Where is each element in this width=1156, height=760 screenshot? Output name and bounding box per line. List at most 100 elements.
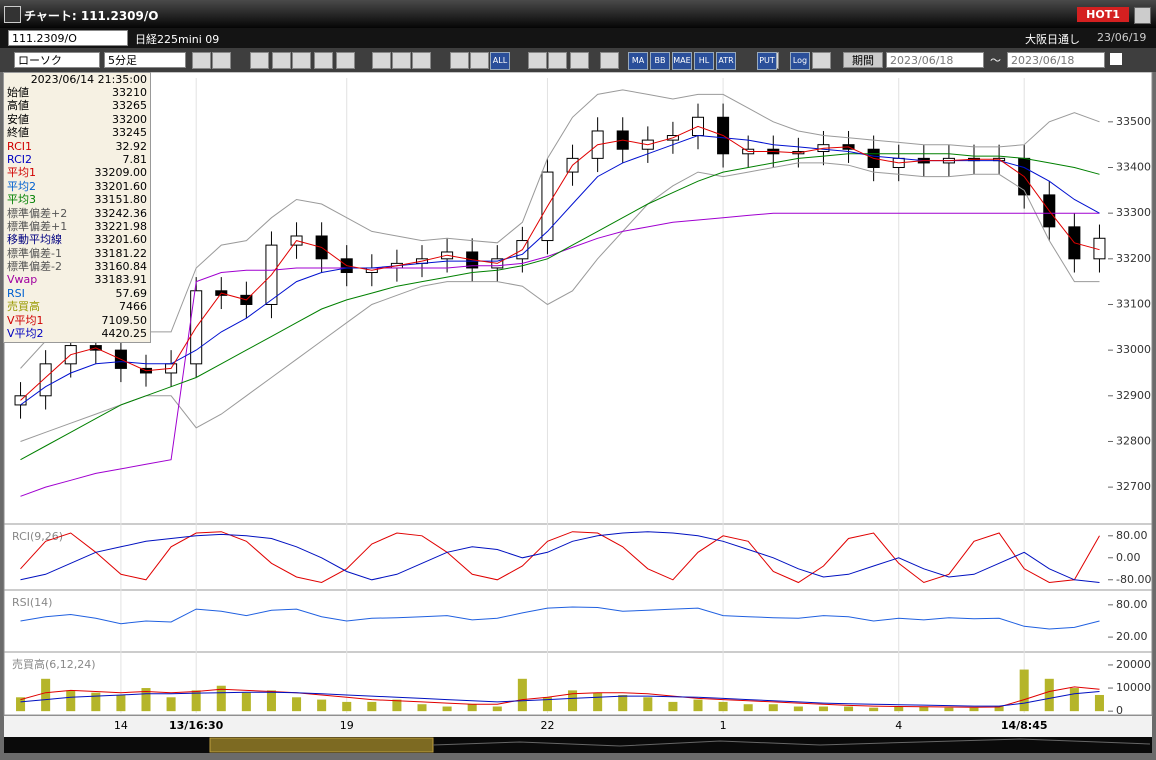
info-label: 終値 bbox=[7, 126, 29, 140]
volume-bar bbox=[768, 704, 778, 712]
symbol-name: 日経225mini 09 bbox=[135, 33, 220, 46]
tool-icon[interactable] bbox=[372, 52, 391, 69]
tool-icon[interactable] bbox=[192, 52, 211, 69]
info-row: Vwap 33183.91 bbox=[7, 273, 147, 286]
info-value: 33200 bbox=[112, 112, 147, 126]
series-line bbox=[20, 531, 1100, 584]
tool-icon[interactable]: PUT bbox=[757, 52, 777, 70]
tool-icon[interactable] bbox=[528, 52, 547, 69]
interval-select[interactable]: 5分足 bbox=[104, 52, 186, 68]
volume-bar bbox=[367, 701, 377, 712]
tool-icon[interactable] bbox=[570, 52, 589, 69]
hot-badge[interactable]: HOT1 bbox=[1077, 7, 1129, 22]
scroll-thumb[interactable] bbox=[209, 737, 434, 753]
volume-bar bbox=[517, 678, 527, 712]
info-row: V平均1 7109.50 bbox=[7, 314, 147, 327]
info-label: RSI bbox=[7, 286, 25, 300]
symbol-input[interactable]: 111.2309/O bbox=[8, 30, 128, 46]
info-row: 標準偏差-2 33160.84 bbox=[7, 260, 147, 273]
y-tick-label: 32800 bbox=[1116, 434, 1151, 447]
tool-icon[interactable]: ALL bbox=[490, 52, 510, 70]
info-value: 7109.50 bbox=[101, 313, 148, 327]
app-icon bbox=[4, 6, 21, 23]
checkbox[interactable] bbox=[1110, 53, 1122, 65]
volume-bar bbox=[693, 699, 703, 712]
x-tick-label: 19 bbox=[340, 719, 354, 732]
info-label: 始値 bbox=[7, 86, 29, 99]
tool-icon[interactable] bbox=[272, 52, 291, 69]
x-tick-label: 14 bbox=[114, 719, 128, 732]
volume-bar bbox=[743, 704, 753, 712]
tool-icon[interactable] bbox=[470, 52, 489, 69]
tool-icon[interactable]: Log bbox=[790, 52, 810, 70]
info-row: 標準偏差-1 33181.22 bbox=[7, 247, 147, 260]
info-row: 始値 33210 bbox=[7, 86, 147, 99]
volume-bar bbox=[442, 706, 452, 712]
volume-bar bbox=[919, 706, 929, 712]
tool-icon[interactable] bbox=[292, 52, 311, 69]
volume-bar bbox=[1069, 688, 1079, 712]
tool-icon[interactable]: BB bbox=[650, 52, 670, 70]
tool-icon[interactable] bbox=[548, 52, 567, 69]
info-row: 高値 33265 bbox=[7, 99, 147, 112]
y-tick-label: 33500 bbox=[1116, 115, 1151, 128]
info-label: 平均1 bbox=[7, 166, 36, 180]
tool-icon[interactable] bbox=[450, 52, 469, 69]
info-value: 33209.00 bbox=[94, 166, 148, 180]
tool-icon[interactable]: ATR bbox=[716, 52, 736, 70]
volume-bar bbox=[166, 697, 176, 712]
info-label: 標準偏差+2 bbox=[7, 206, 68, 220]
info-value: 7466 bbox=[119, 300, 147, 314]
info-value: 4420.25 bbox=[101, 327, 148, 341]
info-value: 33183.91 bbox=[94, 273, 148, 287]
info-label: 移動平均線 bbox=[7, 233, 62, 247]
y-tick-label: 33400 bbox=[1116, 160, 1151, 173]
tool-icon[interactable] bbox=[812, 52, 831, 69]
tool-icon[interactable] bbox=[250, 52, 269, 69]
to-date[interactable]: 2023/06/18 bbox=[1007, 52, 1105, 68]
info-row: 移動平均線 33201.60 bbox=[7, 233, 147, 246]
symbol-bar: 111.2309/O 日経225mini 09 大阪日通し 23/06/19 bbox=[0, 28, 1156, 48]
volume-bar bbox=[216, 685, 226, 712]
tool-bar: ローソク 5分足 期間 2023/06/18 ～ 2023/06/18 ALL M… bbox=[0, 48, 1156, 72]
info-label: 高値 bbox=[7, 99, 29, 113]
tool-icon[interactable]: HL bbox=[694, 52, 714, 70]
info-label: Vwap bbox=[7, 273, 38, 287]
info-label: RCI1 bbox=[7, 139, 33, 153]
info-row: RSI 57.69 bbox=[7, 287, 147, 300]
y-tick-label: 33300 bbox=[1116, 206, 1151, 219]
info-row: 平均3 33151.80 bbox=[7, 193, 147, 206]
tool-icon[interactable]: MAE bbox=[672, 52, 692, 70]
tool-icon[interactable] bbox=[212, 52, 231, 69]
volume-bar bbox=[191, 690, 201, 712]
scrollbar[interactable] bbox=[4, 737, 1152, 753]
info-label: 標準偏差+1 bbox=[7, 219, 68, 233]
tool-icon[interactable]: MA bbox=[628, 52, 648, 70]
tool-icon[interactable] bbox=[336, 52, 355, 69]
plot-background bbox=[3, 71, 1153, 717]
from-date[interactable]: 2023/06/18 bbox=[886, 52, 984, 68]
volume-bar bbox=[969, 707, 979, 712]
window-title: チャート: 111.2309/O bbox=[24, 9, 159, 23]
info-value: 33181.22 bbox=[94, 246, 148, 260]
close-button[interactable] bbox=[1134, 7, 1151, 24]
series-line bbox=[20, 89, 1100, 369]
chart-style-select[interactable]: ローソク bbox=[14, 52, 100, 68]
series-line bbox=[20, 153, 1100, 461]
period-button[interactable]: 期間 bbox=[843, 52, 883, 68]
y-tick-label: 0 bbox=[1116, 704, 1123, 717]
info-row: 標準偏差+1 33221.98 bbox=[7, 220, 147, 233]
tool-icon[interactable] bbox=[412, 52, 431, 69]
info-panel: 2023/06/14 21:35:00 始値 33210 高値 33265 安値 3320… bbox=[3, 72, 151, 343]
volume-bar bbox=[1019, 669, 1029, 712]
tool-icon[interactable] bbox=[600, 52, 619, 69]
info-label: 平均2 bbox=[7, 179, 36, 193]
tool-icon[interactable] bbox=[314, 52, 333, 69]
volume-bar bbox=[41, 678, 51, 712]
volume-bar bbox=[793, 706, 803, 712]
series-line bbox=[20, 531, 1100, 583]
volume-bar bbox=[668, 701, 678, 712]
y-tick-label: 20.00 bbox=[1116, 630, 1148, 643]
tool-icon[interactable] bbox=[392, 52, 411, 69]
